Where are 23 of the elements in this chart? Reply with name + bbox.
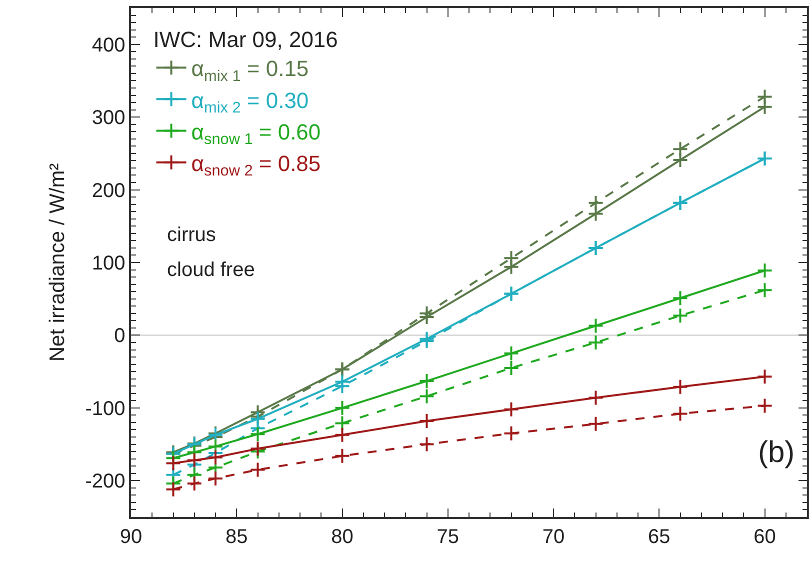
y-tick-label: 400 <box>92 34 126 56</box>
x-tick-label: 85 <box>226 526 248 548</box>
x-tick-label: 75 <box>436 526 460 548</box>
y-tick-label: 300 <box>92 107 126 130</box>
legend-label: α$_{snow 1}$ = 0.60 <box>191 119 321 148</box>
y-tick-label: 200 <box>92 180 126 202</box>
y-tick-label: 0 <box>114 325 126 348</box>
x-tick-label: 80 <box>331 526 354 548</box>
x-tick-label: 60 <box>754 526 776 548</box>
x-tick-label: 90 <box>120 526 142 548</box>
legend-label: α$_{mix 2}$ = 0.30 <box>191 88 309 116</box>
annotation: cloud free <box>167 259 255 281</box>
y-tick-label: 100 <box>92 252 126 274</box>
legend-label: α$_{snow 2}$ = 0.85 <box>191 150 321 180</box>
annotation: cirrus <box>167 224 216 246</box>
x-tick-label: 70 <box>542 526 565 548</box>
x-tick-label: 65 <box>648 526 670 548</box>
y-tick-label: -100 <box>85 398 126 420</box>
y-tick-label: -200 <box>85 470 126 493</box>
legend-label: α$_{mix 1}$ = 0.15 <box>191 56 309 85</box>
legend-title: IWC: Mar 09, 2016 <box>153 26 338 52</box>
annotation: (b) <box>758 436 795 469</box>
y-axis-title: Net irradiance / W/m² <box>46 163 69 362</box>
